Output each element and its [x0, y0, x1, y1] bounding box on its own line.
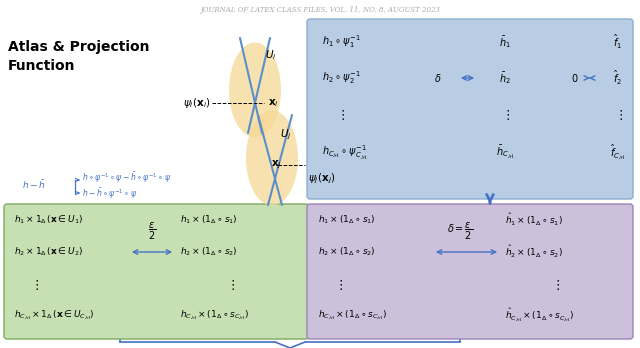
Text: $\hat{h}_1 \times (1_\Delta \circ s_1)$: $\hat{h}_1 \times (1_\Delta \circ s_1)$	[505, 212, 563, 228]
Text: $\hat{f}_2$: $\hat{f}_2$	[614, 69, 623, 87]
Text: $\vdots$: $\vdots$	[550, 278, 559, 292]
Text: $\hat{f}_{C_\mathcal{M}}$: $\hat{f}_{C_\mathcal{M}}$	[610, 143, 626, 161]
FancyBboxPatch shape	[4, 204, 309, 339]
Text: Atlas & Projection
Function: Atlas & Projection Function	[8, 40, 150, 73]
Text: $\vdots$: $\vdots$	[500, 108, 509, 122]
Text: $h_1 \circ \psi_1^{-1}$: $h_1 \circ \psi_1^{-1}$	[322, 34, 361, 50]
Text: $\psi_i(\mathbf{x}_i)$: $\psi_i(\mathbf{x}_i)$	[182, 96, 210, 110]
Text: $\bar{h}_{C_\mathcal{M}}$: $\bar{h}_{C_\mathcal{M}}$	[496, 144, 514, 160]
FancyBboxPatch shape	[307, 19, 633, 199]
Text: $U_j$: $U_j$	[280, 128, 292, 142]
Text: $\vdots$: $\vdots$	[335, 108, 344, 122]
Text: $\hat{h}_2 \times (1_\Delta \circ s_2)$: $\hat{h}_2 \times (1_\Delta \circ s_2)$	[505, 244, 563, 260]
Text: $h_{C_\mathcal{M}} \times (1_\Delta \circ s_{C_\mathcal{M}})$: $h_{C_\mathcal{M}} \times (1_\Delta \cir…	[180, 308, 249, 322]
Text: $\mathbf{x}_i$: $\mathbf{x}_i$	[268, 97, 279, 109]
Text: $h \circ \psi^{-1} \circ \psi - \bar{h} \circ \psi^{-1} \circ \psi$: $h \circ \psi^{-1} \circ \psi - \bar{h} …	[82, 171, 172, 185]
Text: $h_1 \times (1_\Delta \circ s_1)$: $h_1 \times (1_\Delta \circ s_1)$	[318, 214, 376, 226]
Text: $\vdots$: $\vdots$	[29, 278, 38, 292]
Text: $h_1 \times 1_\Delta\,(\mathbf{x} \in U_1)$: $h_1 \times 1_\Delta\,(\mathbf{x} \in U_…	[14, 214, 83, 226]
Text: $\vdots$: $\vdots$	[225, 278, 234, 292]
Text: $\delta = \dfrac{\epsilon}{2}$: $\delta = \dfrac{\epsilon}{2}$	[447, 221, 473, 242]
Text: $\hat{h}_{C_\mathcal{M}} \times (1_\Delta \circ s_{C_\mathcal{M}})$: $\hat{h}_{C_\mathcal{M}} \times (1_\Delt…	[505, 307, 574, 323]
Text: $\bar{h}_1$: $\bar{h}_1$	[499, 34, 511, 50]
Text: $h_{C_\mathcal{M}} \times 1_\Delta\,(\mathbf{x} \in U_{C_\mathcal{M}})$: $h_{C_\mathcal{M}} \times 1_\Delta\,(\ma…	[14, 308, 95, 322]
Text: $\delta$: $\delta$	[435, 72, 442, 84]
Text: $h_{C_\mathcal{M}} \times (1_\Delta \circ s_{C_\mathcal{M}})$: $h_{C_\mathcal{M}} \times (1_\Delta \cir…	[318, 308, 387, 322]
Ellipse shape	[246, 111, 298, 206]
Text: $h_{C_\mathcal{M}} \circ \psi_{C_\mathcal{M}}^{-1}$: $h_{C_\mathcal{M}} \circ \psi_{C_\mathca…	[322, 143, 367, 161]
Text: $\dfrac{\epsilon}{2}$: $\dfrac{\epsilon}{2}$	[148, 221, 156, 242]
Text: $h_2 \times (1_\Delta \circ s_2)$: $h_2 \times (1_\Delta \circ s_2)$	[180, 246, 237, 258]
Ellipse shape	[229, 42, 281, 137]
Text: $0$: $0$	[572, 72, 579, 84]
Text: $h_1 \times (1_\Delta \circ s_1)$: $h_1 \times (1_\Delta \circ s_1)$	[180, 214, 237, 226]
Text: $h-\bar{h}$: $h-\bar{h}$	[22, 179, 46, 191]
Text: $\vdots$: $\vdots$	[333, 278, 342, 292]
Text: $h_2 \times (1_\Delta \circ s_2)$: $h_2 \times (1_\Delta \circ s_2)$	[318, 246, 376, 258]
Text: $\vdots$: $\vdots$	[614, 108, 623, 122]
Text: $h - \bar{h} \circ \psi^{-1} \circ \psi$: $h - \bar{h} \circ \psi^{-1} \circ \psi$	[82, 187, 137, 201]
Text: $\psi_j(\mathbf{x}_j)$: $\psi_j(\mathbf{x}_j)$	[308, 172, 335, 187]
Text: $\mathbf{x}_j$: $\mathbf{x}_j$	[271, 159, 282, 171]
Text: JOURNAL OF LATEX CLASS FILES, VOL. 11, NO. 8, AUGUST 2023: JOURNAL OF LATEX CLASS FILES, VOL. 11, N…	[200, 6, 440, 14]
Text: $h_2 \times 1_\Delta\,(\mathbf{x} \in U_2)$: $h_2 \times 1_\Delta\,(\mathbf{x} \in U_…	[14, 246, 83, 258]
Text: $\hat{f}_1$: $\hat{f}_1$	[613, 33, 623, 51]
FancyBboxPatch shape	[307, 204, 633, 339]
Text: $\bar{h}_2$: $\bar{h}_2$	[499, 70, 511, 86]
Text: $U_i$: $U_i$	[265, 48, 276, 62]
Text: $h_2 \circ \psi_2^{-1}$: $h_2 \circ \psi_2^{-1}$	[322, 70, 361, 86]
